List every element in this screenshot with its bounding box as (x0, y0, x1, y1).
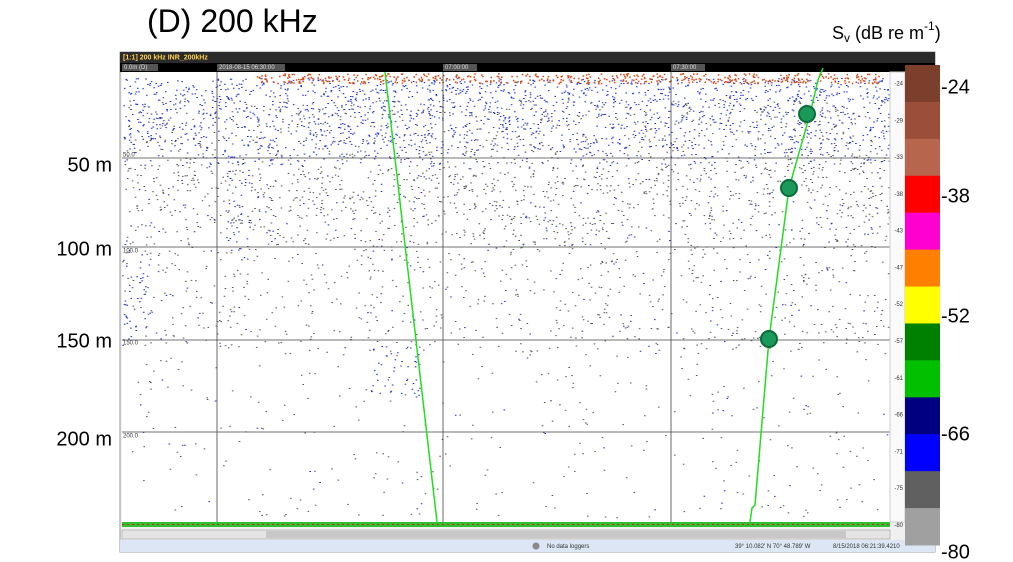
time-bar (120, 63, 935, 72)
window-titlebar (120, 52, 935, 63)
echo-surface (256, 73, 880, 85)
time-box (671, 64, 705, 71)
grid-label: 150.0 (123, 341, 139, 347)
status-loggers: No data loggers (547, 544, 589, 550)
depth-label: 50 m (68, 154, 112, 176)
mini-scale-label: -24 (894, 82, 903, 88)
mini-scale-label: -61 (894, 376, 903, 382)
sample-point (798, 105, 816, 123)
scale-swatch (905, 212, 940, 251)
scale-swatch (905, 397, 940, 435)
grid-label: 50.0 (123, 153, 135, 159)
scale-label: -24 (941, 76, 970, 98)
scale-title: Sv (dB re m-1) (832, 19, 941, 45)
range-label: 0.0m (D) (124, 65, 147, 71)
scale-swatch (905, 323, 940, 361)
scale-swatch (905, 434, 940, 472)
scale-symbol: S (832, 23, 844, 43)
status-icon (532, 542, 540, 550)
bottom-strip (122, 522, 890, 527)
scale-label: -38 (941, 185, 970, 207)
panel-title-text: (D) 200 kHz (147, 3, 318, 39)
scale-swatch (905, 286, 940, 324)
status-bar (120, 540, 935, 552)
scale-label: -66 (941, 423, 970, 445)
mini-scale-label: -80 (894, 523, 903, 529)
scale-swatch (905, 175, 940, 214)
scale-close: ) (935, 23, 941, 43)
scale-label: -52 (941, 305, 970, 327)
mini-scale-label: -29 (894, 118, 903, 124)
scale-swatch (905, 101, 940, 140)
time-box (443, 64, 477, 71)
scale-unit: (dB re m (850, 23, 924, 43)
sample-point (760, 330, 778, 348)
status-timestamp: 8/15/2018 06:21:39.4210 (833, 544, 900, 550)
scale-swatch (905, 138, 940, 177)
mini-scale-label: -52 (894, 302, 903, 308)
scale-swatch (905, 471, 940, 509)
time-box (217, 64, 285, 71)
mini-scale-label: -43 (894, 229, 903, 235)
time-label: 07:30:00 (673, 65, 697, 71)
panel-title: (D) 200 kHz (147, 3, 318, 39)
scale-superscript: -1 (924, 19, 935, 33)
grid-label: 200.0 (123, 434, 139, 440)
time-label: 2018-08-15 06:30:00 (219, 65, 275, 71)
scale-swatch (905, 360, 940, 398)
echogram (122, 72, 890, 522)
track-line (384, 71, 438, 523)
window-title: [1:1] 200 kHz INR_200kHz (123, 54, 208, 61)
depth-label: 150 m (56, 330, 112, 352)
sample-point (780, 179, 798, 197)
grid-label: 100.0 (123, 249, 139, 255)
mini-scale-label: -66 (894, 413, 903, 419)
mini-scale-label: -33 (894, 155, 903, 161)
mini-scale-label: -57 (894, 339, 903, 345)
mini-scale-label: -71 (894, 449, 903, 455)
scale-swatch (905, 249, 940, 288)
track-line (749, 67, 824, 523)
status-position: 39° 10.082' N 70° 48.789' W (735, 544, 811, 550)
depth-label: 100 m (56, 238, 112, 260)
mini-scale-label: -38 (894, 192, 903, 198)
scale-swatch (905, 65, 940, 103)
range-box (122, 64, 158, 71)
scale-label: -80 (941, 541, 970, 562)
time-label: 07:00:00 (445, 65, 469, 71)
scale-swatch (905, 508, 940, 546)
mini-scale-label: -75 (894, 486, 903, 492)
scroll-thumb[interactable] (266, 531, 846, 538)
mini-scale-label: -47 (894, 265, 903, 271)
depth-label: 200 m (56, 428, 112, 450)
scale-subscript: v (844, 31, 850, 45)
